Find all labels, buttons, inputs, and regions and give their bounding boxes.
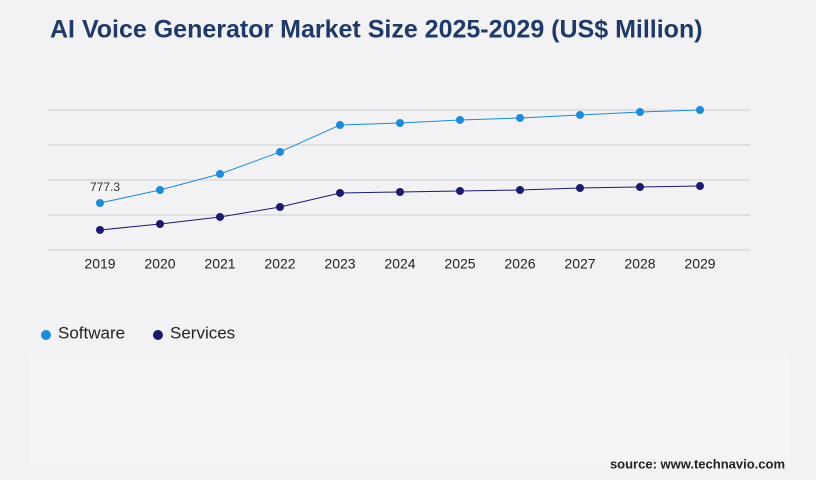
x-tick-label: 2028 xyxy=(624,256,655,272)
point xyxy=(696,106,704,114)
chart-title: AI Voice Generator Market Size 2025-2029… xyxy=(50,16,703,44)
legend-marker xyxy=(41,330,51,340)
point xyxy=(156,219,164,228)
x-tick-label: 2026 xyxy=(504,256,535,272)
x-tick-label: 2027 xyxy=(564,256,595,272)
point xyxy=(216,212,224,221)
source: source: www.technavio.com xyxy=(610,456,785,471)
x-tick-label: 2025 xyxy=(444,256,475,272)
legend-label: Services xyxy=(170,323,235,342)
legend-label: Software xyxy=(58,323,125,342)
x-tick-label: 2029 xyxy=(684,256,715,272)
x-tick-label: 2023 xyxy=(324,256,355,272)
point xyxy=(696,182,704,191)
point xyxy=(276,147,284,156)
x-tick-label: 2019 xyxy=(84,256,115,272)
x-tick-label: 2022 xyxy=(264,256,295,272)
panel xyxy=(30,355,790,465)
point xyxy=(396,119,404,128)
point xyxy=(576,184,584,193)
grid xyxy=(48,109,750,251)
point xyxy=(336,120,344,129)
point xyxy=(456,115,464,124)
point xyxy=(576,110,584,119)
point xyxy=(96,225,104,234)
point xyxy=(216,169,224,178)
point xyxy=(276,203,284,212)
point xyxy=(336,188,344,197)
point xyxy=(456,186,464,195)
x-tick-label: 2021 xyxy=(204,256,235,272)
point xyxy=(636,182,644,191)
data-label: 777.3 xyxy=(90,180,120,194)
point xyxy=(396,188,404,197)
point xyxy=(636,107,644,116)
x-tick-label: 2020 xyxy=(144,256,175,272)
legend-marker xyxy=(153,330,163,340)
point xyxy=(96,198,104,207)
point xyxy=(516,186,524,195)
point xyxy=(516,113,524,122)
point xyxy=(156,186,164,195)
x-tick-label: 2024 xyxy=(384,256,415,272)
